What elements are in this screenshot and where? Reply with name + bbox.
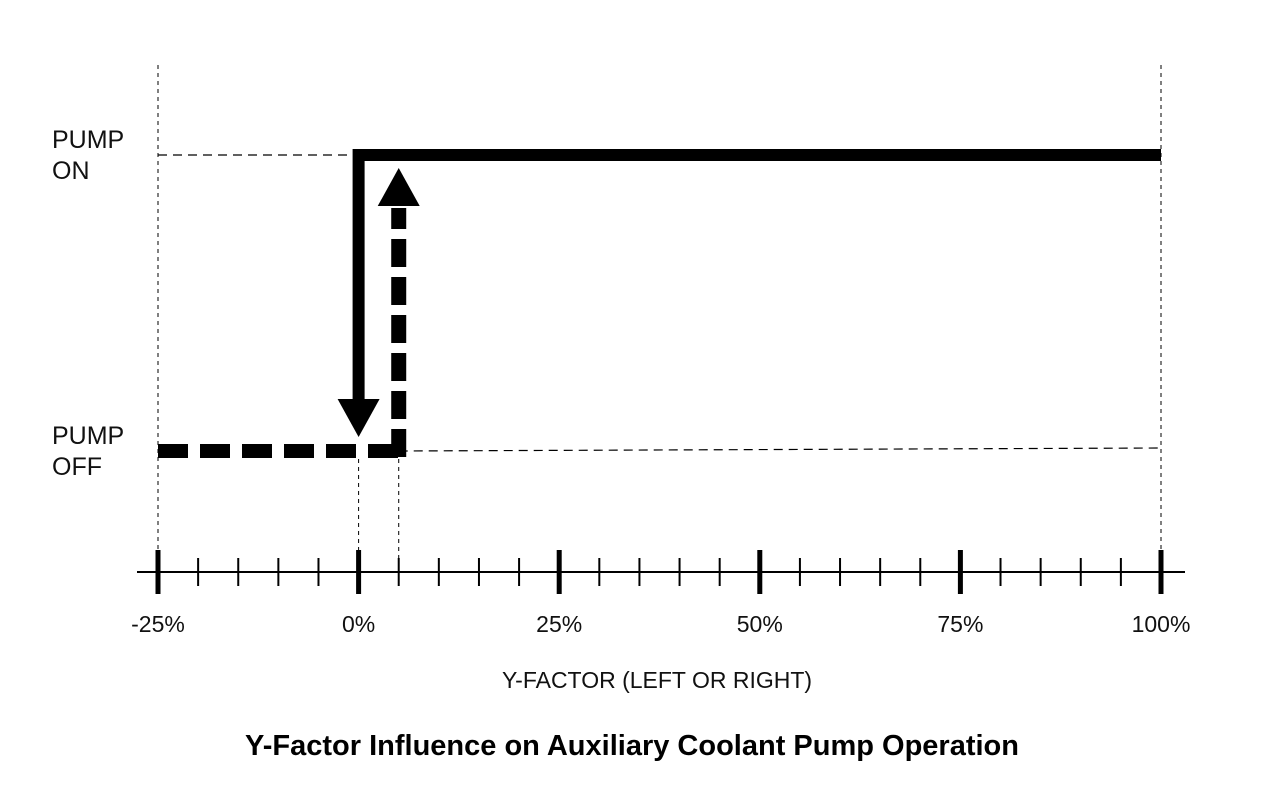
x-tick-label: 25% <box>536 611 582 637</box>
state-label-off: PUMP <box>52 422 124 450</box>
x-tick-label: 0% <box>342 611 375 637</box>
arrowhead-down-icon <box>337 399 380 437</box>
series-group <box>158 149 1161 458</box>
arrowhead-up-icon <box>377 168 420 206</box>
state-label-on: PUMP <box>52 126 124 154</box>
x-tick-label: 75% <box>937 611 983 637</box>
state-label-on: ON <box>52 157 90 185</box>
x-tick-label: 100% <box>1132 611 1191 637</box>
guide-lines <box>157 65 1162 562</box>
chart-title: Y-Factor Influence on Auxiliary Coolant … <box>245 730 1019 762</box>
x-tick-label: 50% <box>737 611 783 637</box>
x-tick-labels: -25% 0% 25% 50% 75% 100% <box>131 611 1190 637</box>
x-axis <box>137 550 1185 594</box>
pump-off-transition-line <box>352 149 1161 417</box>
x-axis-label: Y-FACTOR (LEFT OR RIGHT) <box>502 667 812 693</box>
guide-line-off <box>398 447 1162 452</box>
y-state-labels: PUMP ON PUMP OFF <box>52 126 124 481</box>
state-label-off: OFF <box>52 453 102 481</box>
x-tick-label: -25% <box>131 611 185 637</box>
